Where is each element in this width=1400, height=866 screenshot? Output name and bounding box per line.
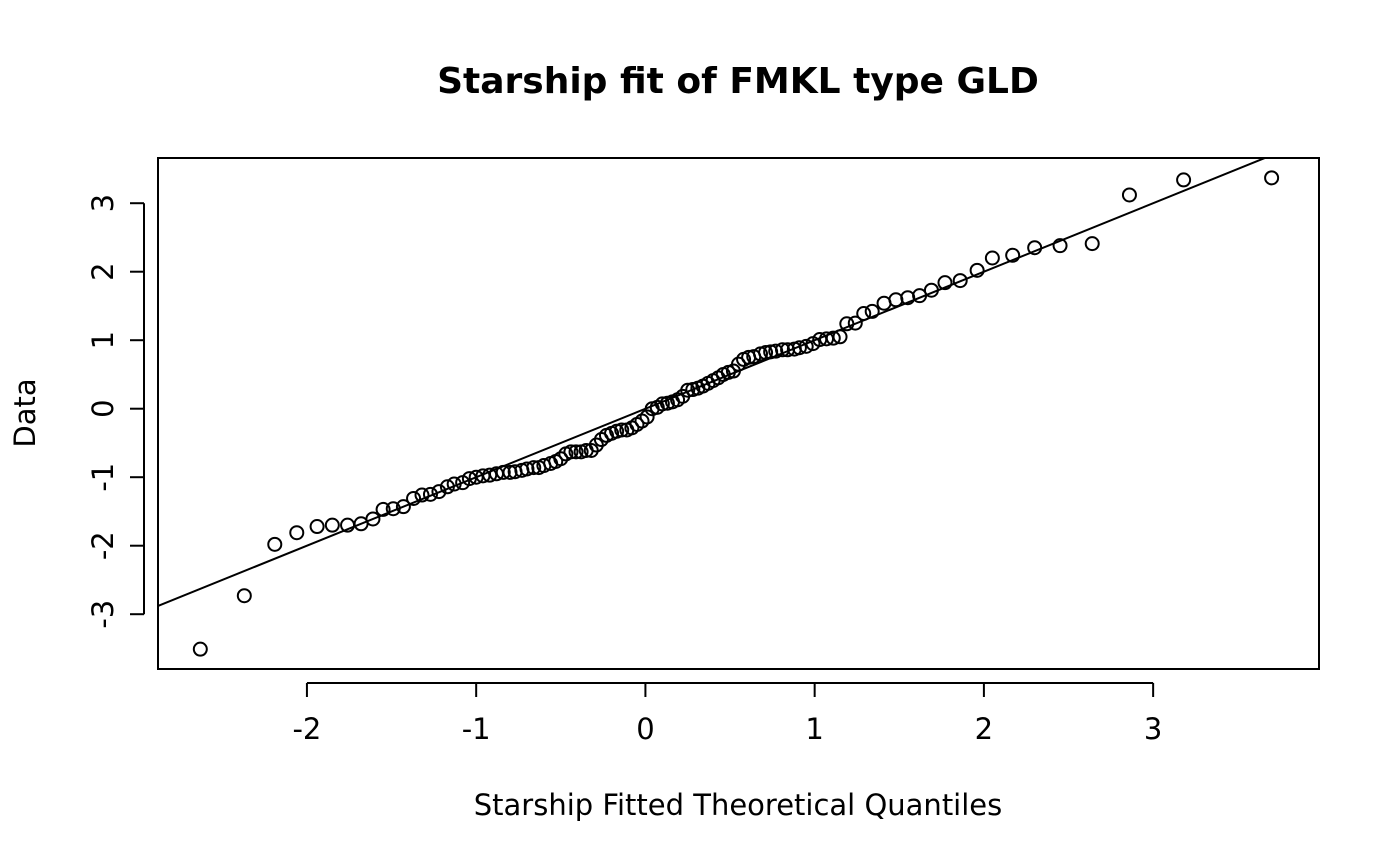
data-point [888, 292, 904, 308]
data-point [680, 382, 696, 398]
data-point [482, 467, 498, 483]
x-tick-label: -1 [462, 712, 491, 746]
data-point [798, 338, 814, 354]
y-axis-label: Data [8, 378, 42, 447]
data-point [864, 303, 880, 319]
data-point [395, 499, 411, 515]
data-point [461, 471, 477, 487]
data-point [563, 444, 579, 460]
plot-area: -2 -1 0 1 2 3 -3 -2 -1 0 1 2 3 [86, 157, 1320, 746]
data-point [439, 479, 455, 495]
x-tick-label: 1 [805, 712, 823, 746]
data-point [446, 476, 462, 492]
data-point [192, 641, 208, 657]
data-point [839, 316, 855, 332]
data-point [1027, 240, 1043, 256]
data-point [832, 329, 848, 345]
data-point [1052, 238, 1068, 254]
data-point [775, 342, 791, 358]
data-point [969, 262, 985, 278]
y-tick-label: -1 [86, 463, 120, 492]
data-point [553, 451, 569, 467]
data-point [267, 536, 283, 552]
x-axis-label: Starship Fitted Theoretical Quantiles [474, 788, 1003, 822]
data-point [1121, 187, 1137, 203]
y-tick-label: 1 [86, 331, 120, 349]
data-point [568, 444, 584, 460]
y-tick-label: 0 [86, 399, 120, 417]
data-point [365, 511, 381, 527]
data-point [309, 519, 325, 535]
y-tick-label: -3 [86, 600, 120, 629]
data-point [614, 422, 630, 438]
data-point [856, 305, 872, 321]
x-tick-label: 0 [636, 712, 654, 746]
y-tick-label: -2 [86, 531, 120, 560]
data-point [912, 288, 928, 304]
data-point [825, 330, 841, 346]
y-tick-label: 2 [86, 262, 120, 280]
data-point [289, 525, 305, 541]
data-point [847, 315, 863, 331]
data-point [236, 588, 252, 604]
data-point [639, 409, 655, 425]
data-point [1084, 236, 1100, 252]
data-point [385, 501, 401, 517]
chart-title: Starship fit of FMKL type GLD [437, 61, 1039, 102]
data-point [791, 340, 807, 356]
data-point [414, 487, 430, 503]
data-point [758, 345, 774, 361]
data-point [937, 275, 953, 291]
data-point [422, 486, 438, 502]
data-point [654, 396, 670, 412]
data-point [984, 250, 1000, 266]
data-point [431, 484, 447, 500]
x-tick-label: -2 [292, 712, 321, 746]
data-point [495, 464, 511, 480]
data-point [375, 501, 391, 517]
data-point [731, 356, 746, 372]
data-point [526, 460, 542, 476]
data-point [1264, 170, 1280, 186]
x-tick-label: 3 [1144, 712, 1162, 746]
data-point [1176, 172, 1192, 188]
data-point [923, 282, 939, 298]
x-tick-label: 2 [975, 712, 993, 746]
y-tick-label: 3 [86, 194, 120, 212]
data-point [406, 490, 422, 506]
data-point [1005, 247, 1021, 263]
data-point [952, 273, 968, 289]
plot-frame [157, 157, 1320, 670]
data-point [324, 517, 340, 533]
